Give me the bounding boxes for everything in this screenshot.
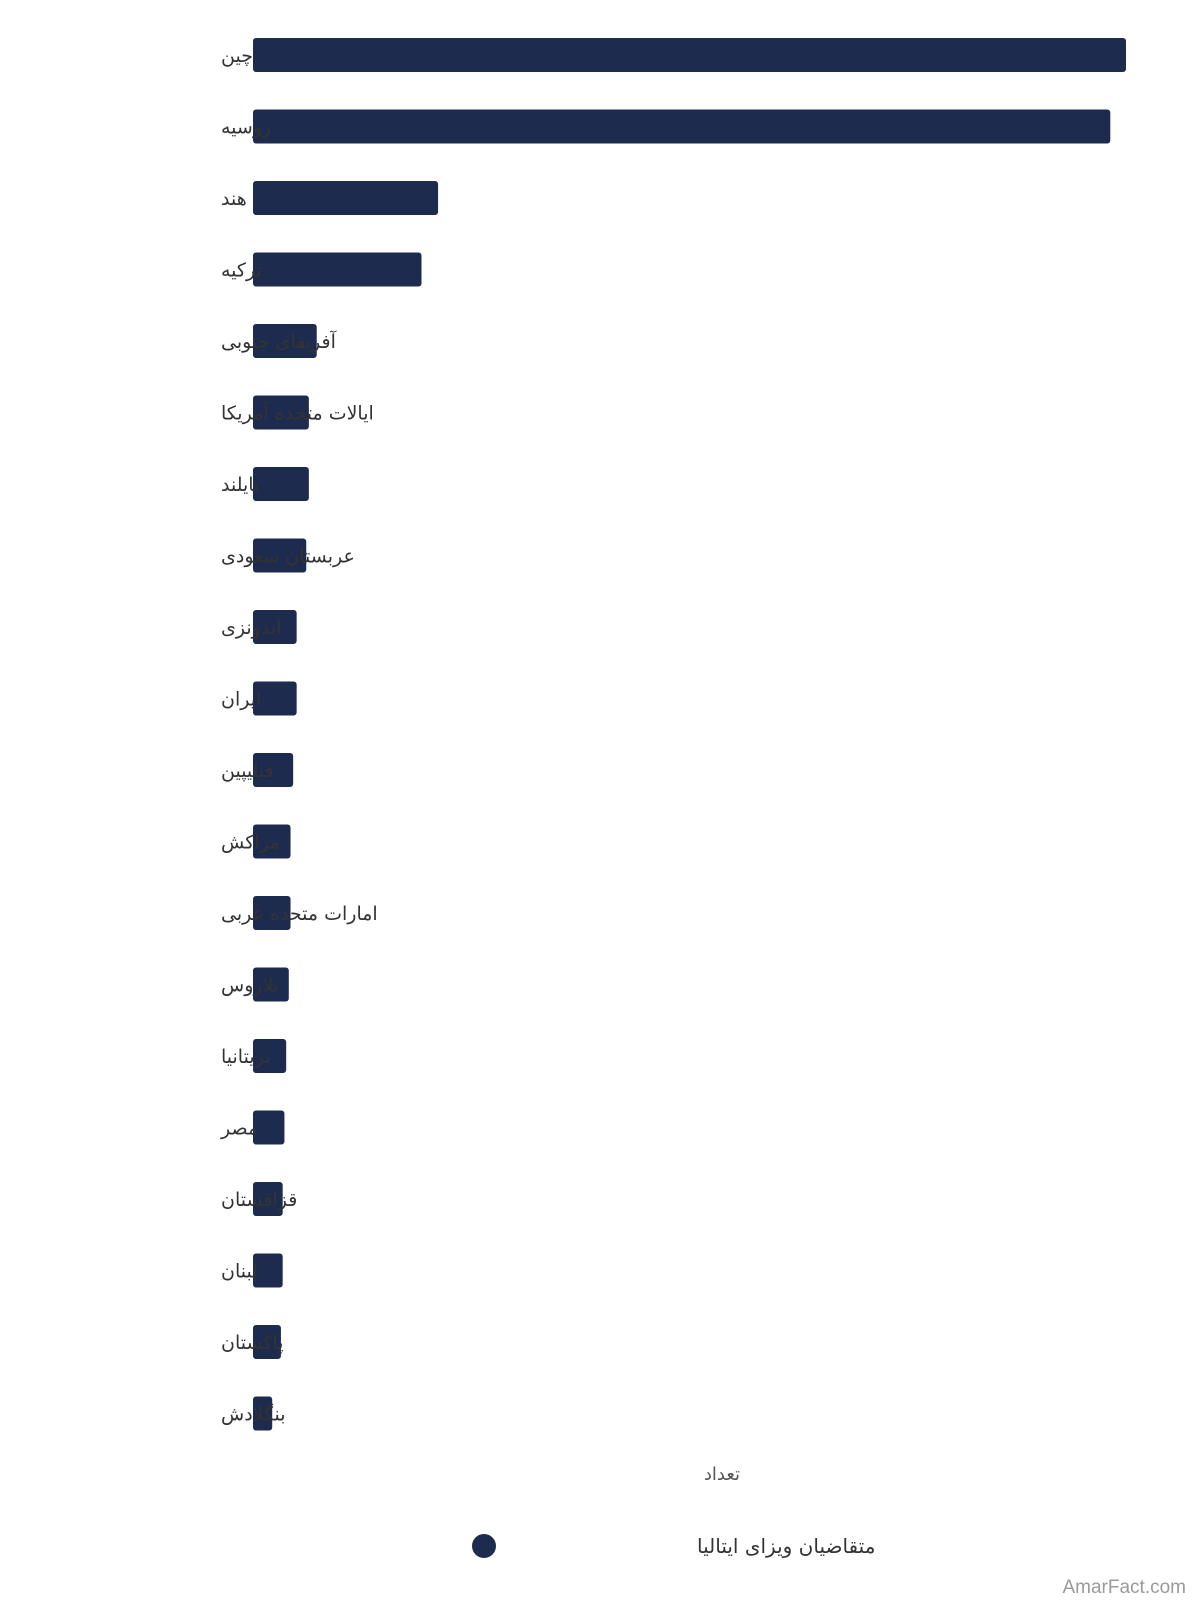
category-label-18: پاکستان	[221, 1332, 284, 1354]
bar-15[interactable]	[253, 1110, 285, 1145]
bar-11[interactable]	[253, 824, 291, 859]
legend[interactable]: متقاضیان ویزای ایتالیا	[472, 1534, 875, 1558]
category-label-0: چین	[221, 45, 253, 67]
legend-label: متقاضیان ویزای ایتالیا	[697, 1534, 875, 1558]
category-label-2: هند	[221, 188, 247, 210]
bar-12[interactable]	[253, 896, 291, 930]
category-label-6: تایلند	[221, 474, 259, 496]
category-label-4: آفریقای جنوبی	[221, 329, 337, 353]
bar-19[interactable]	[253, 1396, 273, 1431]
bar-0[interactable]	[253, 38, 1126, 72]
bar-18[interactable]	[253, 1325, 281, 1359]
category-label-17: لبنان	[221, 1261, 258, 1283]
bar-16[interactable]	[253, 1182, 283, 1216]
bar-2[interactable]	[253, 181, 439, 215]
bar-7[interactable]	[253, 538, 307, 573]
category-label-8: اندونزی	[221, 617, 281, 639]
bar-8[interactable]	[253, 610, 297, 644]
bar-3[interactable]	[253, 252, 422, 287]
category-label-5: ایالات متحده آمریکا	[221, 401, 374, 425]
bar-6[interactable]	[253, 467, 309, 501]
category-label-11: مراکش	[221, 832, 280, 854]
bar-14[interactable]	[253, 1039, 287, 1073]
category-label-9: ایران	[221, 689, 261, 711]
category-label-13: بلاروس	[221, 975, 279, 997]
bar-17[interactable]	[253, 1253, 283, 1288]
category-label-14: بریتانیا	[221, 1046, 270, 1068]
bar-1[interactable]	[253, 109, 1111, 144]
category-label-10: فیلیپین	[221, 760, 274, 782]
category-label-19: بنگلادش	[221, 1403, 286, 1426]
bar-4[interactable]	[253, 324, 317, 358]
category-label-1: روسیه	[221, 117, 271, 139]
category-label-12: امارات متحده عربی	[221, 903, 378, 925]
bar-9[interactable]	[253, 681, 297, 716]
bar-10[interactable]	[253, 753, 294, 787]
category-labels-group: چین روسیه هند ترکیه آفریقای جنوبی ایالات متحد…	[220, 45, 378, 1426]
category-label-3: ترکیه	[221, 260, 262, 282]
bar-13[interactable]	[253, 967, 289, 1002]
legend-swatch	[472, 1534, 496, 1558]
category-label-15: مصر	[220, 1118, 258, 1140]
watermark: AmarFact.com	[1062, 1577, 1186, 1598]
category-label-7: عربستان سعودی	[221, 546, 355, 568]
x-axis-title: تعداد	[704, 1464, 740, 1485]
category-label-16: قزاقستان	[221, 1189, 297, 1211]
bar-5[interactable]	[253, 395, 309, 430]
bars-group	[253, 38, 1126, 1431]
